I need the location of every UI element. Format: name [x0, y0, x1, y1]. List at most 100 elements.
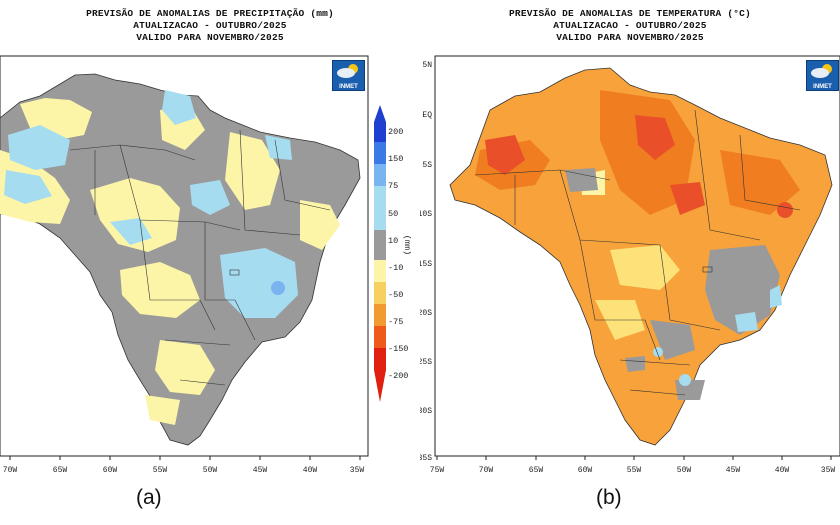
- colorbar-segment: [374, 142, 386, 164]
- anomaly-hot-east: [777, 202, 793, 218]
- anomaly-neutral-amazon: [565, 168, 598, 192]
- anomaly-cool-pr: [679, 374, 691, 386]
- title-line-2: ATUALIZACAO - OUTUBRO/2025: [553, 20, 707, 31]
- lon-tick: 60W: [578, 466, 593, 475]
- colorbar-label: -150: [388, 344, 408, 354]
- logo-text: INMET: [813, 84, 832, 90]
- title-block-b: PREVISÃO DE ANOMALIAS DE TEMPERATURA (°C…: [420, 8, 840, 44]
- colorbar-segment: [374, 326, 386, 348]
- precip-map: 70W 65W 60W 55W 50W 45W 40W 35W 200 150: [0, 55, 412, 475]
- lon-axis-b: 75W 70W 65W 60W 55W 50W 45W 40W 35W: [430, 456, 836, 475]
- lon-tick: 40W: [775, 466, 790, 475]
- colorbar-segment: [374, 122, 386, 142]
- lon-tick: 35W: [821, 466, 836, 475]
- colorbar-unit: (mm): [402, 235, 412, 255]
- lon-axis-a: 70W 65W 60W 55W 50W 45W 40W 35W: [3, 456, 365, 475]
- anomaly-cool-rj: [735, 312, 758, 332]
- lat-tick: EQ: [422, 111, 432, 120]
- lat-tick: 35S: [420, 454, 432, 463]
- title-line-1: PREVISÃO DE ANOMALIAS DE TEMPERATURA (°C…: [509, 8, 751, 19]
- title-line-1: PREVISÃO DE ANOMALIAS DE PRECIPITAÇÃO (m…: [86, 8, 334, 19]
- anomaly-wet-central: [220, 248, 298, 318]
- cloud-sun-icon: [337, 64, 358, 78]
- colorbar-segment: [374, 208, 386, 230]
- anomaly-wet-acre: [4, 170, 52, 204]
- inmet-logo: INMET: [806, 60, 839, 91]
- lon-tick: 65W: [53, 466, 68, 475]
- lon-tick: 45W: [726, 466, 741, 475]
- cloud-sun-icon: [811, 64, 832, 78]
- lat-tick: 5N: [422, 61, 432, 70]
- lat-tick: 30S: [420, 407, 432, 416]
- anomaly-wet-pa: [190, 180, 230, 215]
- panel-temperature: PREVISÃO DE ANOMALIAS DE TEMPERATURA (°C…: [420, 0, 840, 525]
- colorbar-segment: [374, 164, 386, 186]
- anomaly-wet-strong: [271, 281, 285, 295]
- anomaly-wet-mt: [110, 218, 152, 245]
- anomaly-hot-north: [635, 115, 675, 160]
- anomaly-cool-ms: [653, 347, 663, 357]
- colorbar-bottom-arrow: [374, 370, 386, 402]
- precip-colorbar: 200 150 75 50 10 -10 -50 -75 -150 -200 (…: [374, 105, 412, 402]
- anomaly-wet-ma: [265, 135, 292, 160]
- anomaly-dry-central: [90, 178, 180, 252]
- anomaly-wet-amazon: [8, 125, 70, 170]
- colorbar-segment: [374, 186, 386, 208]
- colorbar-label: -200: [388, 371, 408, 381]
- anomaly-wet-north: [162, 90, 196, 125]
- anomaly-warm-northeast: [720, 150, 800, 215]
- colorbar-segment: [374, 282, 386, 304]
- title-line-3: VALIDO PARA NOVEMBRO/2025: [136, 32, 284, 43]
- anomaly-mild-central: [610, 245, 680, 290]
- colorbar-segment: [374, 348, 386, 370]
- lat-tick: 5S: [422, 161, 432, 170]
- colorbar-segment: [374, 304, 386, 326]
- lon-tick: 55W: [627, 466, 642, 475]
- colorbar-label: -75: [388, 317, 403, 327]
- anomaly-neutral-ms: [625, 356, 645, 372]
- lat-tick: 25S: [420, 358, 432, 367]
- colorbar-label: 75: [388, 181, 398, 191]
- colorbar-label: 10: [388, 236, 398, 246]
- anomaly-hot-west: [485, 135, 525, 175]
- colorbar-segment: [374, 260, 386, 282]
- anomaly-hot-central: [670, 182, 705, 215]
- colorbar-label: 150: [388, 154, 403, 164]
- lat-axis-b: 5N EQ 5S 10S 15S 20S 25S 30S 35S: [420, 61, 432, 463]
- colorbar-segment: [374, 230, 386, 260]
- title-block-a: PREVISÃO DE ANOMALIAS DE PRECIPITAÇÃO (m…: [0, 8, 420, 44]
- colorbar-label: -10: [388, 263, 403, 273]
- anomaly-dry-far-south: [145, 395, 180, 425]
- state-borders: [69, 129, 331, 386]
- anomaly-dry-south: [155, 340, 215, 395]
- lon-tick: 70W: [3, 466, 18, 475]
- lon-tick: 50W: [203, 466, 218, 475]
- caption-a: (a): [136, 486, 162, 509]
- colorbar-label: 50: [388, 209, 398, 219]
- anomaly-cool-es: [770, 285, 782, 308]
- lat-tick: 20S: [420, 309, 432, 318]
- caption-b: (b): [596, 486, 622, 509]
- title-line-2: ATUALIZACAO - OUTUBRO/2025: [133, 20, 287, 31]
- colorbar-label: 200: [388, 127, 403, 137]
- lon-tick: 70W: [479, 466, 494, 475]
- lon-tick: 45W: [253, 466, 268, 475]
- anomaly-dry-southcentral: [120, 262, 200, 318]
- state-borders: [474, 109, 801, 396]
- panel-precipitation: PREVISÃO DE ANOMALIAS DE PRECIPITAÇÃO (m…: [0, 8, 420, 509]
- lat-tick: 15S: [420, 260, 432, 269]
- colorbar-label: -50: [388, 290, 403, 300]
- lat-tick: 10S: [420, 210, 432, 219]
- colorbar-top-arrow: [374, 105, 386, 122]
- lon-tick: 40W: [303, 466, 318, 475]
- lon-tick: 35W: [350, 466, 365, 475]
- title-line-3: VALIDO PARA NOVEMBRO/2025: [556, 32, 704, 43]
- lon-tick: 75W: [430, 466, 445, 475]
- lon-tick: 55W: [153, 466, 168, 475]
- logo-text: INMET: [339, 84, 358, 90]
- inmet-logo: INMET: [332, 60, 365, 91]
- lon-tick: 60W: [103, 466, 118, 475]
- anomaly-neutral-southeast: [705, 245, 780, 335]
- lon-tick: 65W: [529, 466, 544, 475]
- anomaly-dry-northeast: [225, 132, 280, 210]
